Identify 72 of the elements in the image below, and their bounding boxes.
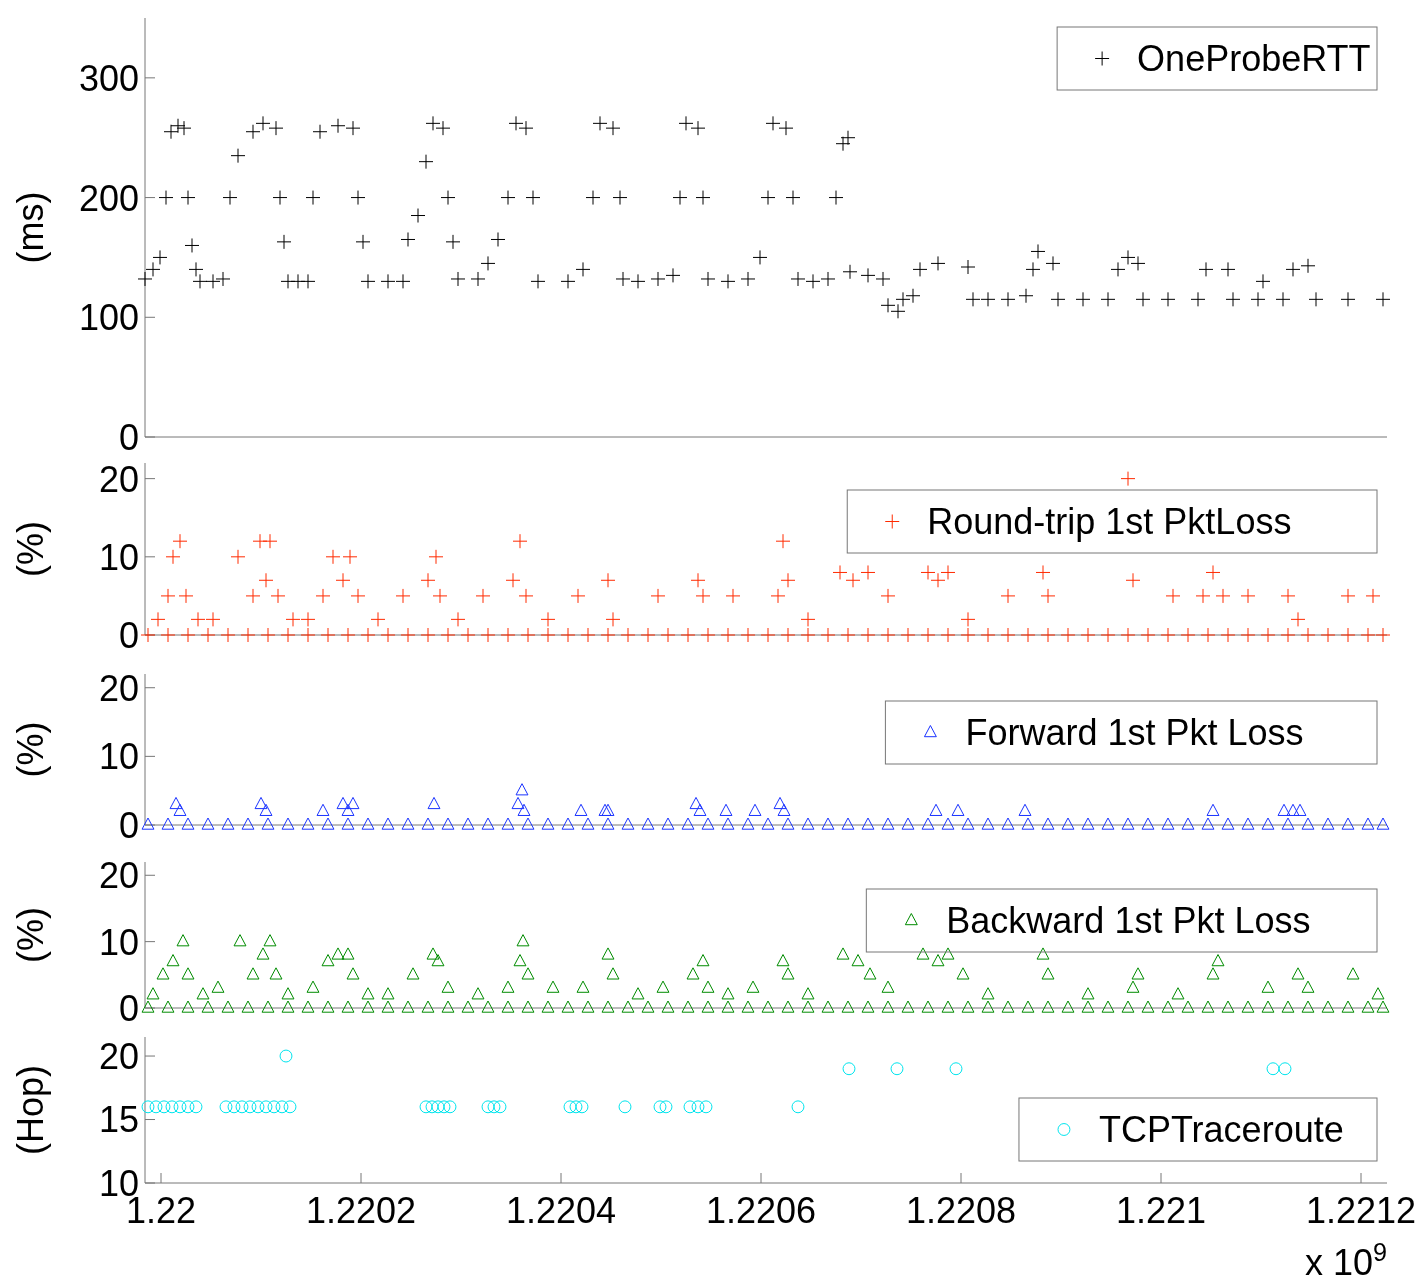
point	[437, 1100, 451, 1114]
x-tick-label: 1.2204	[505, 1190, 617, 1231]
point	[181, 1100, 195, 1114]
point	[419, 1100, 433, 1114]
point	[659, 1100, 673, 1114]
y-tick-label: 15	[98, 1099, 139, 1141]
y-axis-title: (%)	[10, 907, 51, 963]
point	[481, 1100, 495, 1114]
y-axis-title: (ms)	[10, 191, 51, 264]
y-tick-label: 0	[118, 987, 139, 1029]
legend-label: Forward 1st Pkt Loss	[965, 712, 1304, 754]
point	[618, 1100, 632, 1114]
point	[431, 1100, 445, 1114]
y-tick-label: 20	[98, 855, 139, 897]
legend-label: OneProbeRTT	[1137, 38, 1371, 80]
x-tick-label: 1.2208	[905, 1190, 1017, 1231]
point	[173, 1100, 187, 1114]
point	[791, 1100, 805, 1114]
point	[842, 1062, 856, 1076]
point	[283, 1100, 297, 1114]
x-tick-label: 1.221	[1115, 1190, 1207, 1231]
point	[267, 1100, 281, 1114]
y-tick-label: 300	[78, 57, 139, 99]
text: x 10$^{9}$	[1304, 1238, 1387, 1282]
point	[1266, 1062, 1280, 1076]
y-axis-title: (%)	[10, 521, 51, 577]
point	[949, 1062, 963, 1076]
y-tick-label: 100	[78, 297, 139, 339]
point	[683, 1100, 697, 1114]
point	[443, 1100, 457, 1114]
point	[279, 1049, 293, 1063]
point	[563, 1100, 577, 1114]
y-tick-label: 0	[118, 804, 139, 846]
y-tick-label: 10	[98, 536, 139, 578]
x-tick-label: 1.2202	[305, 1190, 417, 1231]
point	[275, 1100, 289, 1114]
point	[157, 1100, 171, 1114]
x-tick-label: 1.2206	[705, 1190, 817, 1231]
point	[259, 1100, 273, 1114]
point	[653, 1100, 667, 1114]
point	[425, 1100, 439, 1114]
point	[493, 1100, 507, 1114]
point	[699, 1100, 713, 1114]
point	[487, 1100, 501, 1114]
point	[890, 1062, 904, 1076]
point	[165, 1100, 179, 1114]
point	[149, 1100, 163, 1114]
x-tick-label: 1.2212	[1305, 1190, 1417, 1231]
y-axis-title: (Hop)	[10, 1064, 51, 1156]
point	[219, 1100, 233, 1114]
y-tick-label: 20	[98, 458, 139, 500]
point	[243, 1100, 257, 1114]
y-tick-label: 20	[98, 1036, 139, 1077]
y-tick-label: 0	[118, 614, 139, 656]
point	[691, 1100, 705, 1114]
point	[569, 1100, 583, 1114]
y-axis-title: (%)	[10, 721, 51, 778]
point	[235, 1100, 249, 1114]
y-tick-label: 0	[118, 416, 139, 458]
legend-label: TCPTraceroute	[1098, 1109, 1344, 1151]
point	[141, 1100, 155, 1114]
point	[189, 1100, 203, 1114]
y-tick-label: 10	[98, 921, 139, 963]
point	[575, 1100, 589, 1114]
y-tick-label: 10	[98, 736, 139, 778]
point	[251, 1100, 265, 1114]
point	[1278, 1062, 1292, 1076]
legend-label: Backward 1st Pkt Loss	[946, 900, 1311, 942]
y-tick-label: 200	[78, 177, 139, 219]
point	[227, 1100, 241, 1114]
y-tick-label: 20	[98, 667, 139, 709]
legend-label: Round-trip 1st PktLoss	[927, 501, 1292, 543]
